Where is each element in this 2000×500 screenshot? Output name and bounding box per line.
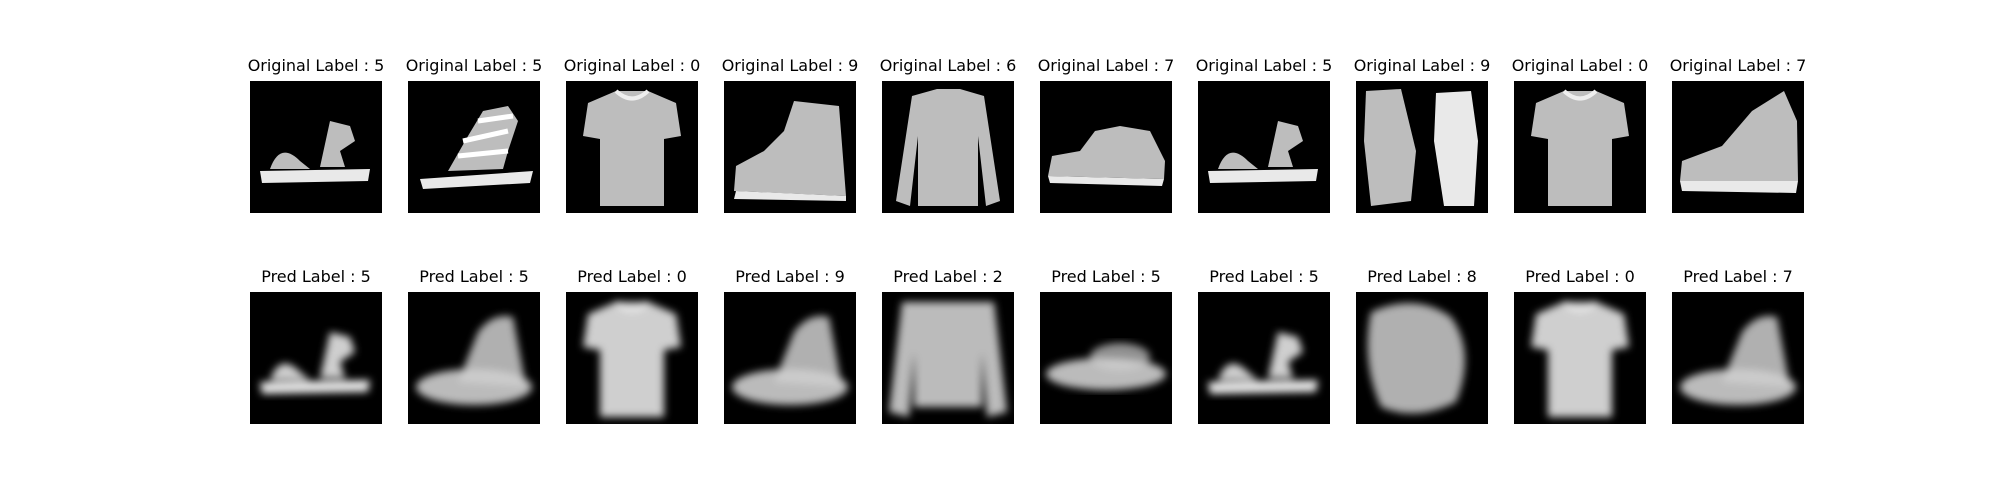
original-image — [1040, 81, 1172, 213]
original-image — [566, 81, 698, 213]
predicted-label: Pred Label : 8 — [1367, 267, 1477, 286]
original-label: Original Label : 9 — [1353, 56, 1491, 75]
original-image — [724, 81, 856, 213]
predicted-label: Pred Label : 5 — [1209, 267, 1319, 286]
original-label: Original Label : 5 — [247, 56, 385, 75]
predicted-label: Pred Label : 0 — [1525, 267, 1635, 286]
predicted-image — [566, 292, 698, 424]
predicted-label: Pred Label : 5 — [419, 267, 529, 286]
original-image — [1356, 81, 1488, 213]
original-image — [250, 81, 382, 213]
predicted-image — [724, 292, 856, 424]
original-label: Original Label : 9 — [721, 56, 859, 75]
original-label: Original Label : 7 — [1037, 56, 1175, 75]
predicted-image — [408, 292, 540, 424]
predicted-label: Pred Label : 9 — [735, 267, 845, 286]
predicted-label: Pred Label : 5 — [1051, 267, 1161, 286]
original-image — [1198, 81, 1330, 213]
original-image — [1672, 81, 1804, 213]
original-label: Original Label : 5 — [405, 56, 543, 75]
predicted-image — [1198, 292, 1330, 424]
original-label: Original Label : 0 — [563, 56, 701, 75]
predicted-label: Pred Label : 0 — [577, 267, 687, 286]
predicted-image — [1040, 292, 1172, 424]
original-image — [1514, 81, 1646, 213]
predicted-label: Pred Label : 7 — [1683, 267, 1793, 286]
original-image — [408, 81, 540, 213]
original-label: Original Label : 5 — [1195, 56, 1333, 75]
predicted-image — [250, 292, 382, 424]
original-image — [882, 81, 1014, 213]
predicted-image — [1356, 292, 1488, 424]
predicted-image — [1514, 292, 1646, 424]
predicted-image — [882, 292, 1014, 424]
original-label: Original Label : 0 — [1511, 56, 1649, 75]
predicted-label: Pred Label : 2 — [893, 267, 1003, 286]
original-label: Original Label : 6 — [879, 56, 1017, 75]
original-label: Original Label : 7 — [1669, 56, 1807, 75]
predicted-label: Pred Label : 5 — [261, 267, 371, 286]
predicted-image — [1672, 292, 1804, 424]
